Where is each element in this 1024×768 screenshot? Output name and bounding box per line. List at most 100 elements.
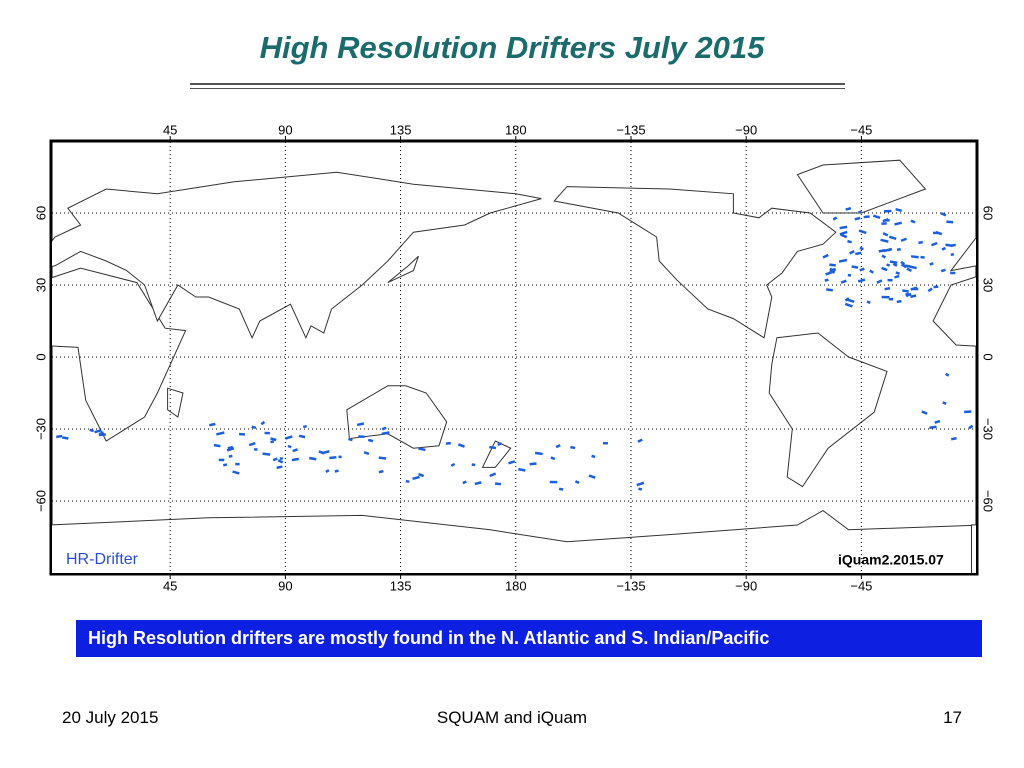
drifter-track (918, 240, 923, 245)
drifter-track (910, 219, 916, 224)
drifter-track (838, 258, 848, 263)
coastline (52, 267, 187, 442)
drifter-track (534, 451, 543, 456)
drifter-track (921, 410, 928, 415)
drifter-track (251, 425, 257, 429)
drifter-track (876, 279, 883, 284)
lat-label-left: 0 (33, 353, 48, 360)
drifter-track (940, 212, 947, 217)
coastline (481, 440, 512, 468)
lon-label-bottom: 135 (390, 578, 412, 593)
drifter-track (367, 438, 374, 443)
slide-title: High Resolution Drifters July 2015 (259, 30, 765, 65)
drifter-track (888, 235, 897, 241)
lon-label-bottom: −90 (735, 578, 757, 593)
drifter-track (950, 436, 957, 441)
drifter-track (822, 253, 829, 259)
drifter-track (894, 221, 903, 226)
drifter-track (508, 460, 516, 465)
drifter-track (892, 262, 898, 267)
coastline (167, 387, 184, 418)
drifter-track (270, 437, 277, 442)
drifter-track (489, 472, 497, 478)
drifter-track (825, 271, 833, 276)
drifter-track (858, 210, 862, 214)
lat-label-left: −60 (33, 490, 48, 512)
coastline (346, 385, 448, 449)
drifter-track (829, 267, 836, 273)
drifter-track (869, 269, 874, 274)
drifter-track (412, 475, 420, 481)
drifter-track (946, 220, 954, 224)
drifter-track (829, 263, 836, 267)
drifter-track (866, 300, 871, 304)
drifter-track (934, 419, 941, 424)
drifter-track (638, 487, 643, 491)
drifter-track (494, 482, 502, 486)
drifter-track (276, 465, 283, 470)
drifter-track (348, 437, 353, 442)
drifter-track (462, 480, 467, 485)
drifter-track (292, 448, 298, 453)
drifter-track (555, 444, 561, 449)
drifter-track (381, 426, 387, 431)
drifter-track (910, 286, 918, 291)
lon-label-top: 90 (278, 122, 292, 137)
lon-label-bottom: 45 (163, 578, 177, 593)
drifter-track (325, 469, 330, 473)
drifter-track (900, 260, 906, 266)
drifter-track (900, 237, 907, 242)
drifter-track (213, 443, 221, 448)
drifter-track (880, 238, 889, 243)
drifter-track (329, 455, 337, 460)
drifter-track (889, 260, 898, 264)
drifter-track (882, 232, 889, 237)
drifter-track (636, 481, 645, 487)
drifter-track (209, 422, 216, 427)
footer-center: SQUAM and iQuam (436, 708, 588, 727)
drifter-track (418, 472, 425, 478)
drifter-track (474, 481, 482, 486)
drifter-track (94, 429, 102, 434)
drifter-track (824, 278, 829, 282)
drifter-track (277, 459, 284, 464)
drifter-track (896, 299, 902, 304)
drifter-track (935, 230, 943, 236)
drifter-track (895, 271, 901, 276)
drifter-track (847, 239, 852, 244)
drifter-track (895, 207, 903, 213)
drifter-track (968, 424, 974, 430)
drifter-track (588, 474, 596, 479)
drifter-track (302, 424, 307, 429)
lon-label-bottom: 90 (278, 578, 292, 593)
drifter-track (940, 268, 946, 273)
drifter-track (222, 463, 228, 467)
coastline (768, 332, 888, 488)
drifter-track (489, 445, 497, 450)
drifter-track (56, 434, 63, 439)
drifter-track (291, 457, 300, 462)
drifter-track (863, 215, 870, 219)
drifter-track (930, 241, 938, 247)
lon-label-top: 45 (163, 122, 177, 137)
drifter-track (518, 467, 526, 472)
drifter-track (826, 288, 833, 292)
lat-label-right: 0 (981, 353, 996, 360)
drifter-track (334, 469, 339, 473)
drifter-track (859, 267, 865, 272)
drifter-track (457, 443, 465, 448)
lat-label-left: 30 (33, 278, 48, 292)
drifter-track (905, 292, 910, 296)
drifter-track (829, 269, 836, 274)
drifter-track (950, 253, 955, 257)
drifter-track (884, 286, 891, 291)
drifter-track (906, 267, 912, 272)
drifter-track (910, 255, 919, 259)
drifter-track (356, 422, 365, 427)
lon-label-bottom: −135 (616, 578, 645, 593)
drifter-track (858, 229, 867, 235)
drifter-track (287, 444, 292, 449)
coastline (553, 186, 837, 339)
drifter-track (262, 452, 271, 456)
map-stamp: iQuam2.2015.07 (838, 552, 944, 568)
